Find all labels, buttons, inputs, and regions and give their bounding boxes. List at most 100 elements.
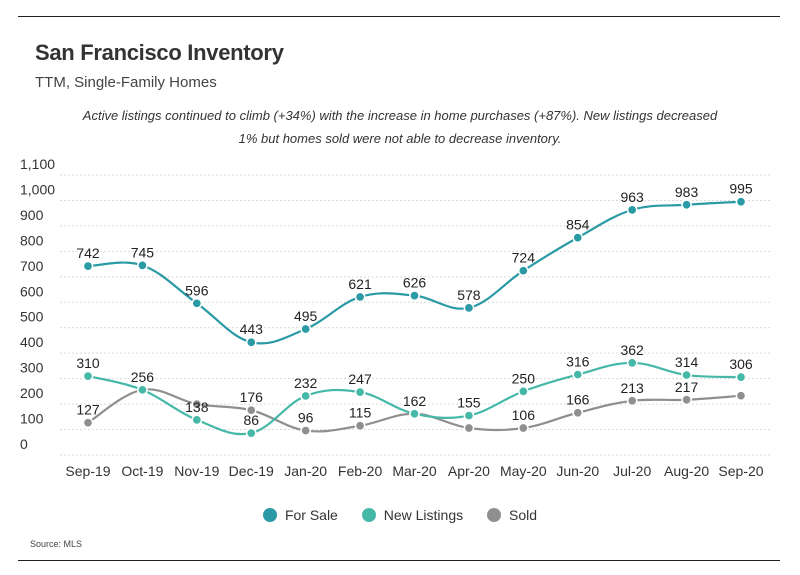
data-label-sold: 213 — [620, 380, 644, 396]
legend-dot-sold — [487, 508, 502, 522]
y-tick-label: 1,100 — [20, 156, 55, 172]
data-point-for-sale — [735, 196, 747, 208]
data-point-for-sale — [463, 302, 475, 314]
legend-item-for-sale: For Sale — [262, 507, 338, 523]
data-label-new-listings: 232 — [294, 375, 318, 391]
y-tick-label: 0 — [20, 436, 28, 452]
data-point-sold — [463, 422, 475, 434]
data-label-for-sale: 724 — [512, 250, 536, 266]
data-point-new-listings — [463, 410, 475, 421]
data-point-for-sale — [409, 290, 420, 302]
legend-dot-new-listings — [361, 508, 376, 522]
legend-item-new-listings: New Listings — [361, 507, 464, 523]
data-label-sold: 176 — [240, 389, 264, 405]
data-point-new-listings — [137, 384, 148, 396]
x-tick-label: May-20 — [500, 463, 547, 479]
y-tick-label: 100 — [20, 411, 44, 427]
data-label-for-sale: 854 — [566, 217, 590, 233]
top-rule — [18, 16, 780, 17]
x-tick-label: Jul-20 — [613, 463, 651, 479]
data-point-new-listings — [572, 369, 584, 380]
data-point-sold — [245, 404, 257, 416]
line-chart: 0 100 200 300 400 500 600 700 800 900 1,000 1,100 Se… — [20, 156, 770, 479]
data-point-sold — [681, 394, 692, 406]
series-line-for-sale — [87, 200, 742, 345]
y-tick-label: 300 — [20, 360, 44, 376]
data-label-new-listings: 247 — [348, 371, 372, 387]
x-tick-label: Apr-20 — [448, 463, 490, 479]
y-tick-label: 1,000 — [20, 181, 55, 197]
chart-subtitle: TTM, Single-Family Homes — [35, 74, 217, 91]
data-label-for-sale: 578 — [457, 287, 481, 303]
data-label-new-listings: 86 — [243, 412, 259, 428]
source-note: Source: MLS — [30, 539, 83, 549]
x-tick-label: Nov-19 — [174, 463, 219, 479]
annotation-line-1: Active listings continued to climb (+34%… — [82, 108, 718, 123]
x-tick-label: Oct-19 — [121, 463, 163, 479]
data-point-sold — [191, 398, 203, 410]
data-point-for-sale — [137, 260, 148, 271]
y-tick-label: 800 — [20, 232, 44, 248]
data-point-for-sale — [354, 291, 366, 303]
x-tick-label: Mar-20 — [392, 463, 437, 479]
data-label-new-listings: 138 — [185, 399, 209, 415]
data-point-new-listings — [681, 369, 692, 381]
data-point-sold — [517, 422, 529, 434]
data-label-for-sale: 745 — [131, 244, 155, 260]
y-tick-label: 200 — [20, 385, 44, 401]
data-point-new-listings — [300, 390, 312, 402]
data-label-for-sale: 495 — [294, 308, 318, 324]
data-label-for-sale: 626 — [403, 275, 427, 291]
y-tick-label: 400 — [20, 334, 44, 350]
data-label-new-listings: 306 — [729, 356, 753, 372]
data-point-new-listings — [245, 427, 257, 439]
data-label-new-listings: 155 — [457, 395, 481, 411]
data-point-new-listings — [517, 386, 529, 397]
data-point-new-listings — [191, 414, 203, 426]
data-label-for-sale: 742 — [76, 245, 100, 261]
x-tick-label: Sep-20 — [718, 463, 763, 479]
chart-title: San Francisco Inventory — [35, 40, 284, 65]
data-point-for-sale — [300, 323, 312, 335]
data-label-sold: 106 — [512, 407, 536, 423]
data-point-for-sale — [626, 204, 638, 216]
data-point-new-listings — [409, 408, 420, 420]
legend-item-sold: Sold — [487, 507, 537, 523]
data-label-new-listings: 316 — [566, 354, 590, 370]
legend-label-sold: Sold — [509, 507, 538, 523]
data-point-sold — [300, 425, 312, 436]
data-label-new-listings: 256 — [131, 369, 155, 385]
data-point-for-sale — [82, 260, 94, 272]
y-tick-label: 500 — [20, 309, 44, 325]
x-tick-label: Aug-20 — [664, 463, 709, 479]
bottom-rule — [18, 560, 780, 561]
data-label-for-sale: 963 — [620, 189, 644, 205]
data-label-for-sale: 621 — [348, 276, 372, 292]
data-label-new-listings: 310 — [76, 355, 100, 371]
legend-label-new-listings: New Listings — [383, 507, 464, 523]
data-point-sold — [626, 395, 638, 407]
y-tick-label: 700 — [20, 258, 44, 274]
data-point-sold — [735, 390, 747, 402]
data-point-for-sale — [245, 336, 257, 348]
x-tick-label: Jan-20 — [284, 463, 327, 479]
data-label-for-sale: 983 — [675, 184, 699, 200]
annotation-line-2: 1% but homes sold were not able to decre… — [238, 131, 562, 146]
x-tick-label: Sep-19 — [65, 463, 110, 479]
legend-dot-for-sale — [262, 508, 277, 522]
data-point-sold — [354, 420, 366, 432]
data-point-new-listings — [82, 370, 94, 382]
data-label-sold: 96 — [298, 410, 314, 426]
data-label-for-sale: 995 — [729, 181, 753, 197]
y-tick-label: 900 — [20, 207, 44, 223]
data-label-sold: 166 — [566, 392, 590, 408]
data-label-new-listings: 250 — [512, 370, 536, 386]
data-label-sold: 115 — [349, 405, 372, 421]
data-label-for-sale: 443 — [240, 321, 264, 337]
data-label-sold: 127 — [76, 402, 100, 418]
legend-label-for-sale: For Sale — [284, 507, 338, 523]
data-point-sold — [572, 407, 584, 419]
data-point-for-sale — [681, 199, 692, 211]
data-point-new-listings — [626, 357, 638, 369]
data-point-new-listings — [354, 386, 366, 398]
